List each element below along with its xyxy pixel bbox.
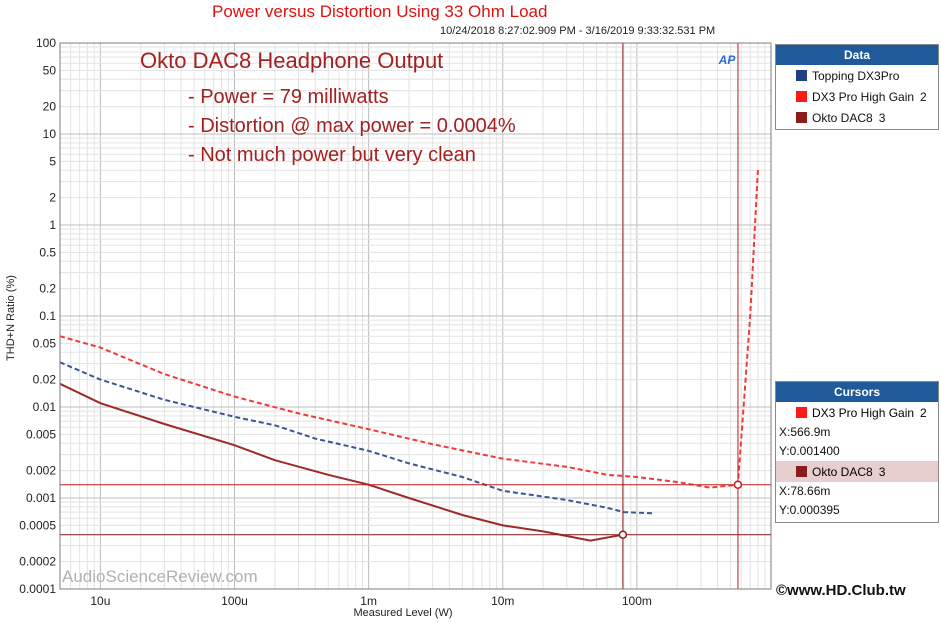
date-range: 10/24/2018 8:27:02.909 PM - 3/16/2019 9:… xyxy=(440,25,716,37)
cursor-marker xyxy=(733,480,743,489)
y-tick-label: 0.0001 xyxy=(19,582,56,596)
y-tick-label: 0.0005 xyxy=(19,518,56,532)
x-tick-label: 10m xyxy=(491,594,514,608)
legend-item-dx3-high-gain[interactable]: DX3 Pro High Gain 2 xyxy=(776,86,938,107)
legend-label: DX3 Pro High Gain xyxy=(812,89,915,104)
x-tick-label: 1m xyxy=(360,594,377,608)
legend-swatch xyxy=(796,91,807,102)
legend-item-okto[interactable]: Okto DAC8 3 xyxy=(776,107,938,128)
cursor-x-value: X:78.66m xyxy=(779,484,831,498)
data-legend-panel: Data Topping DX3Pro DX3 Pro High Gain 2 … xyxy=(775,44,939,130)
cursor-item-okto[interactable]: Okto DAC8 3 xyxy=(776,461,938,482)
y-tick-label: 0.5 xyxy=(39,245,56,259)
annotation-line-distortion: - Distortion @ max power = 0.0004% xyxy=(188,115,516,137)
y-tick-label: 2 xyxy=(49,191,56,205)
x-axis-label: Measured Level (W) xyxy=(353,607,452,619)
y-tick-label: 0.02 xyxy=(33,373,57,387)
y-tick-label: 20 xyxy=(43,100,57,114)
y-tick-label: 0.1 xyxy=(39,309,56,323)
cursor-item-dx3-high-gain[interactable]: DX3 Pro High Gain 2 xyxy=(776,402,938,423)
cursor-label: Okto DAC8 xyxy=(812,464,873,479)
legend-number: 3 xyxy=(878,110,886,125)
y-tick-label: 100 xyxy=(36,36,56,50)
y-tick-label: 5 xyxy=(49,154,56,168)
x-tick-label: 10u xyxy=(90,594,110,608)
watermark: AudioScienceReview.com xyxy=(62,567,258,586)
chart-title: Power versus Distortion Using 33 Ohm Loa… xyxy=(212,2,548,21)
y-tick-label: 0.05 xyxy=(33,336,57,350)
cursors-header: Cursors xyxy=(776,382,938,402)
y-tick-label: 0.2 xyxy=(39,282,56,296)
x-tick-label: 100u xyxy=(221,594,248,608)
series-line-1 xyxy=(59,361,653,515)
data-legend-header: Data xyxy=(776,45,938,65)
cursor-swatch xyxy=(796,466,807,477)
legend-label: Topping DX3Pro xyxy=(812,68,900,83)
plot-frame xyxy=(59,42,772,590)
cursor-y-value: Y:0.000395 xyxy=(779,503,840,517)
annotation-title: Okto DAC8 Headphone Output xyxy=(140,48,444,73)
legend-swatch xyxy=(796,112,807,123)
ap-logo-icon: AP xyxy=(718,53,736,67)
y-tick-label: 0.001 xyxy=(26,491,56,505)
y-tick-label: 0.002 xyxy=(26,464,56,478)
series-line-2 xyxy=(59,168,759,489)
y-axis-label: THD+N Ratio (%) xyxy=(5,275,17,361)
x-tick-label: 100m xyxy=(622,594,652,608)
legend-number: 2 xyxy=(920,89,927,104)
legend-item-topping[interactable]: Topping DX3Pro xyxy=(776,65,938,86)
credit-text: ©www.HD.Club.tw xyxy=(776,582,906,599)
y-tick-label: 0.005 xyxy=(26,427,56,441)
annotation-line-clean: - Not much power but very clean xyxy=(188,144,476,166)
y-tick-label: 1 xyxy=(49,218,56,232)
cursor-number: 3 xyxy=(878,464,886,479)
cursor-y-value: Y:0.001400 xyxy=(779,444,840,458)
cursor-x-value: X:566.9m xyxy=(779,425,831,439)
legend-label: Okto DAC8 xyxy=(812,110,873,125)
annotation-line-power: - Power = 79 milliwatts xyxy=(188,86,389,108)
y-tick-label: 0.0002 xyxy=(19,555,56,569)
cursor-label: DX3 Pro High Gain xyxy=(812,405,915,420)
y-tick-label: 50 xyxy=(43,63,57,77)
legend-swatch xyxy=(796,70,807,81)
cursors-panel: Cursors DX3 Pro High Gain 2 X:566.9m Y:0… xyxy=(775,381,939,523)
cursor-swatch xyxy=(796,407,807,418)
cursor-marker xyxy=(618,530,628,539)
cursor-number: 2 xyxy=(920,405,927,420)
y-tick-label: 0.01 xyxy=(33,400,57,414)
y-tick-label: 10 xyxy=(43,127,57,141)
